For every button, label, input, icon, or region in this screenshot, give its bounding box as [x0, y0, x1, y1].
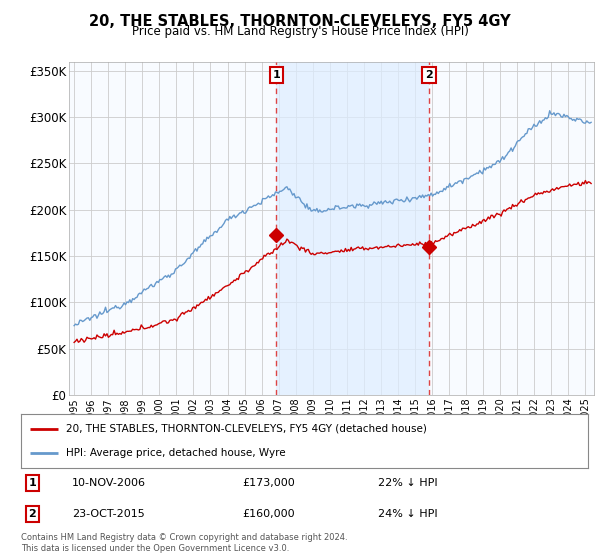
Text: 10-NOV-2006: 10-NOV-2006 — [72, 478, 146, 488]
Text: £160,000: £160,000 — [242, 509, 295, 519]
Text: Price paid vs. HM Land Registry's House Price Index (HPI): Price paid vs. HM Land Registry's House … — [131, 25, 469, 38]
Text: 24% ↓ HPI: 24% ↓ HPI — [378, 509, 438, 519]
Text: 1: 1 — [272, 70, 280, 80]
Text: 23-OCT-2015: 23-OCT-2015 — [72, 509, 145, 519]
Text: 2: 2 — [28, 509, 36, 519]
Bar — [277, 62, 429, 395]
Text: 20, THE STABLES, THORNTON-CLEVELEYS, FY5 4GY (detached house): 20, THE STABLES, THORNTON-CLEVELEYS, FY5… — [67, 424, 427, 434]
Text: £173,000: £173,000 — [242, 478, 295, 488]
Text: Contains HM Land Registry data © Crown copyright and database right 2024.
This d: Contains HM Land Registry data © Crown c… — [21, 533, 347, 553]
Text: HPI: Average price, detached house, Wyre: HPI: Average price, detached house, Wyre — [67, 448, 286, 458]
Text: 2: 2 — [425, 70, 433, 80]
Text: 22% ↓ HPI: 22% ↓ HPI — [378, 478, 438, 488]
Text: 20, THE STABLES, THORNTON-CLEVELEYS, FY5 4GY: 20, THE STABLES, THORNTON-CLEVELEYS, FY5… — [89, 14, 511, 29]
Text: 1: 1 — [28, 478, 36, 488]
